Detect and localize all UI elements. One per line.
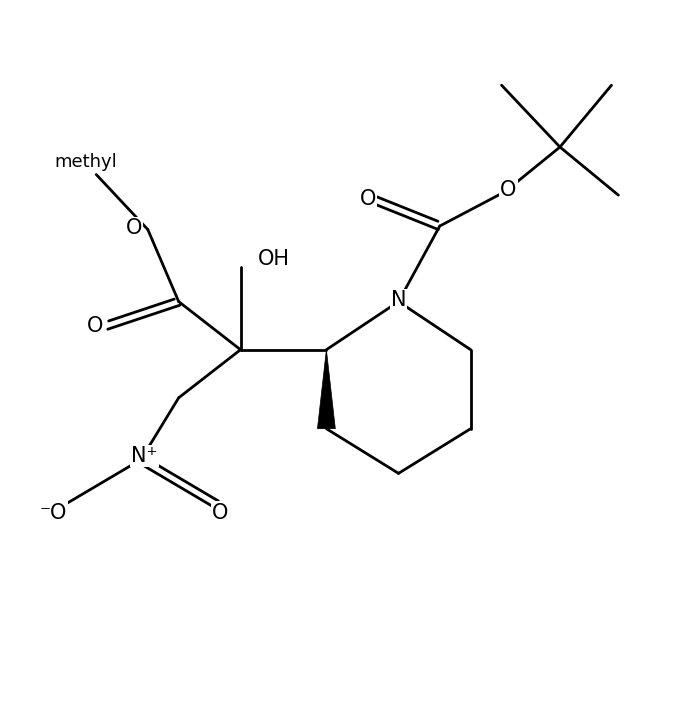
Text: N: N — [391, 290, 406, 310]
Text: O: O — [126, 218, 142, 238]
Text: O: O — [212, 503, 228, 523]
Text: ⁻O: ⁻O — [40, 503, 67, 523]
Text: methyl: methyl — [55, 153, 117, 171]
Text: O: O — [359, 189, 375, 209]
Text: N⁺: N⁺ — [131, 446, 158, 466]
Text: OH: OH — [257, 249, 289, 269]
Text: O: O — [500, 180, 516, 200]
Text: O: O — [87, 315, 103, 336]
Polygon shape — [317, 350, 335, 428]
